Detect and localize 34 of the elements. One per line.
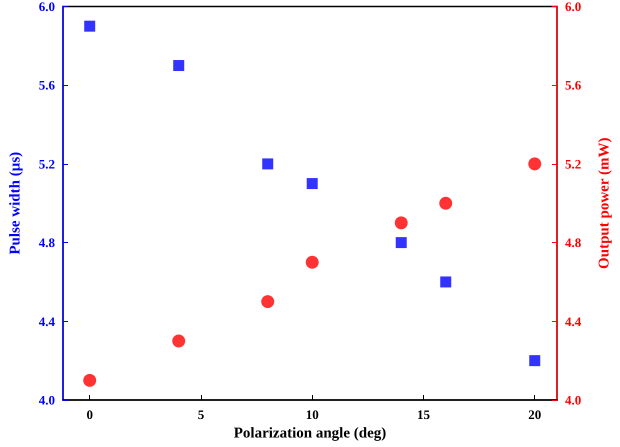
y-tick-label: 4.0 (38, 392, 55, 408)
y2-tick-label: 4.4 (565, 314, 582, 329)
y-tick-label: 4.4 (38, 314, 56, 329)
point (529, 355, 540, 366)
x-tick-label: 15 (416, 407, 430, 422)
x-tick-label: 10 (306, 407, 319, 422)
point (173, 60, 184, 72)
point (306, 178, 318, 190)
y-tick-label: 5.2 (38, 156, 55, 172)
point (172, 334, 186, 348)
y-tick-label: 4.8 (38, 235, 56, 250)
x-tick-label: 0 (86, 407, 93, 422)
point (84, 20, 96, 32)
x-tick-label: 5 (198, 407, 205, 422)
point (440, 276, 452, 288)
y-tick-label: 6.0 (38, 0, 55, 14)
y2-tick-label: 4.0 (565, 392, 582, 408)
y2-tick-label: 5.2 (565, 156, 582, 172)
x-tick-label: 20 (528, 407, 542, 422)
y2-tick-label: 4.8 (565, 235, 582, 250)
point (83, 374, 96, 387)
point (394, 216, 408, 230)
x-axis-title: Polarization angle (deg) (234, 425, 386, 442)
point (439, 196, 452, 210)
point (261, 295, 274, 308)
y-tick-label: 5.6 (38, 78, 56, 93)
y2-axis-title: Output power (mW) (596, 138, 612, 269)
y2-tick-label: 6.0 (565, 0, 582, 14)
y-axis-title: Pulse width (µs) (8, 152, 24, 255)
point (262, 158, 274, 170)
point (528, 157, 542, 170)
point (396, 237, 407, 248)
point (306, 256, 319, 269)
y2-tick-label: 5.6 (565, 78, 582, 93)
